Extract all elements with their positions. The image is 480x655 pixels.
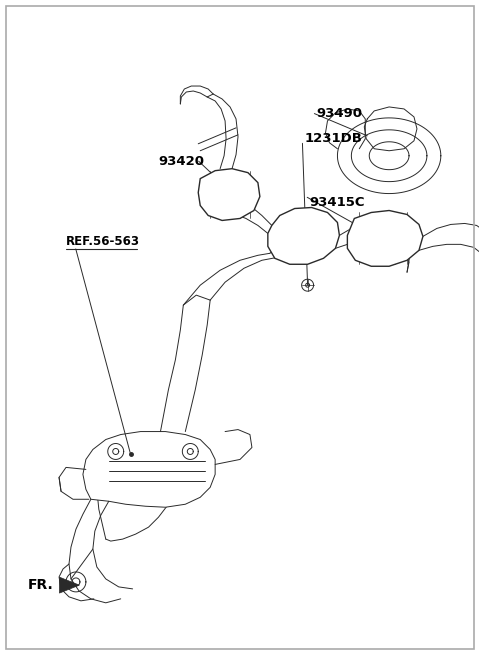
Text: FR.: FR.	[28, 578, 53, 592]
Text: 93420: 93420	[159, 155, 205, 168]
Polygon shape	[60, 577, 79, 593]
Polygon shape	[268, 208, 339, 264]
Text: REF.56-563: REF.56-563	[66, 235, 140, 248]
Polygon shape	[83, 432, 215, 507]
Text: 93415C: 93415C	[309, 196, 365, 209]
Text: 1231DB: 1231DB	[304, 132, 362, 145]
Polygon shape	[198, 169, 260, 221]
Polygon shape	[348, 210, 423, 267]
Text: 93490: 93490	[316, 107, 362, 120]
